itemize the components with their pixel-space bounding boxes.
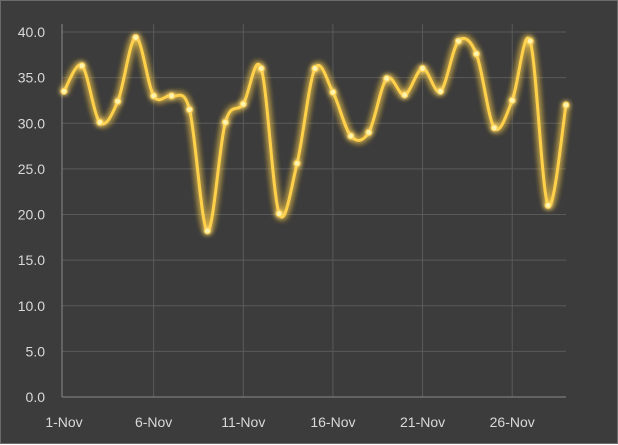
data-point: [114, 97, 122, 105]
data-point: [401, 91, 409, 99]
y-tick-label: 20.0: [18, 207, 45, 223]
data-point: [365, 128, 373, 136]
data-point: [419, 65, 427, 72]
data-point: [454, 37, 462, 45]
data-point: [60, 87, 68, 95]
data-point: [96, 118, 104, 126]
data-point: [203, 227, 211, 235]
y-tick-label: 15.0: [18, 252, 45, 268]
data-point: [78, 62, 86, 70]
y-tick-label: 30.0: [18, 115, 45, 131]
data-point: [275, 210, 283, 218]
data-point: [472, 50, 480, 58]
data-point: [526, 37, 534, 45]
data-point: [168, 92, 176, 100]
y-axis-tick-labels: 0.0 5.0 10.0 15.0 20.0 25.0 30.0 35.0 40.0: [18, 24, 45, 405]
data-point: [311, 65, 319, 72]
data-point: [490, 124, 498, 132]
data-point: [437, 87, 444, 95]
y-tick-label: 0.0: [26, 389, 46, 405]
data-point: [150, 92, 158, 100]
data-point: [132, 33, 140, 41]
y-tick-label: 10.0: [18, 298, 45, 314]
data-point: [293, 159, 301, 167]
gridlines: [62, 24, 566, 397]
data-point: [383, 75, 391, 83]
data-point: [329, 88, 337, 96]
data-point: [347, 132, 355, 140]
y-tick-label: 25.0: [18, 161, 45, 177]
x-tick-label: 26-Nov: [490, 414, 535, 430]
data-point: [544, 201, 552, 209]
x-tick-label: 16-Nov: [310, 414, 355, 430]
axes: [61, 24, 566, 398]
data-point: [508, 96, 516, 104]
x-axis-tick-labels: 1-Nov 6-Nov 11-Nov 16-Nov 21-Nov 26-Nov: [45, 414, 534, 430]
x-tick-label: 11-Nov: [221, 414, 265, 430]
y-tick-label: 40.0: [18, 24, 45, 40]
data-point: [221, 118, 229, 126]
data-point: [562, 101, 570, 109]
x-tick-label: 21-Nov: [400, 414, 445, 430]
y-tick-label: 35.0: [18, 70, 45, 86]
data-point: [186, 106, 193, 114]
data-point: [239, 100, 247, 108]
x-tick-label: 1-Nov: [45, 414, 82, 430]
series-layer: [60, 33, 570, 235]
y-tick-label: 5.0: [26, 343, 46, 359]
data-point: [257, 65, 265, 72]
x-tick-label: 6-Nov: [135, 414, 172, 430]
